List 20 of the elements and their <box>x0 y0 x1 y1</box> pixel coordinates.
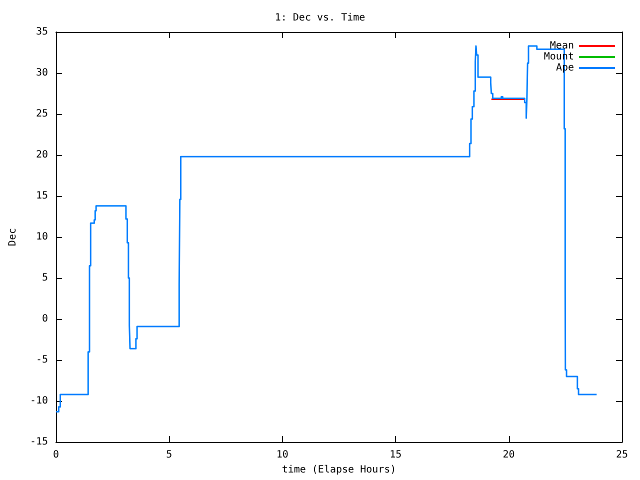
y-tick-label: -15 <box>30 436 48 448</box>
y-tick-label: 0 <box>42 314 48 325</box>
x-tick-label: 0 <box>52 450 60 461</box>
y-axis-title: Dec <box>8 228 18 246</box>
x-tick-label: 10 <box>276 450 288 461</box>
y-tick-label: -10 <box>30 396 48 407</box>
x-tick-label: 20 <box>502 450 515 461</box>
y-tick-label: -5 <box>36 354 48 366</box>
y-tick-label: 30 <box>36 68 48 79</box>
x-axis-title: time (Elapse Hours) <box>282 464 396 476</box>
y-tick-label: 15 <box>36 190 48 202</box>
x-tick-label: 5 <box>166 450 172 461</box>
x-tick-label: 15 <box>390 450 402 461</box>
x-tick-label: 25 <box>616 450 628 461</box>
y-tick-label: 35 <box>36 26 48 38</box>
y-tick-label: 25 <box>36 108 48 120</box>
chart-title: 1: Dec vs. Time <box>274 12 366 24</box>
y-tick-label: 5 <box>42 272 48 284</box>
y-tick-label: 20 <box>36 150 48 161</box>
y-tick-label: 10 <box>36 232 48 243</box>
